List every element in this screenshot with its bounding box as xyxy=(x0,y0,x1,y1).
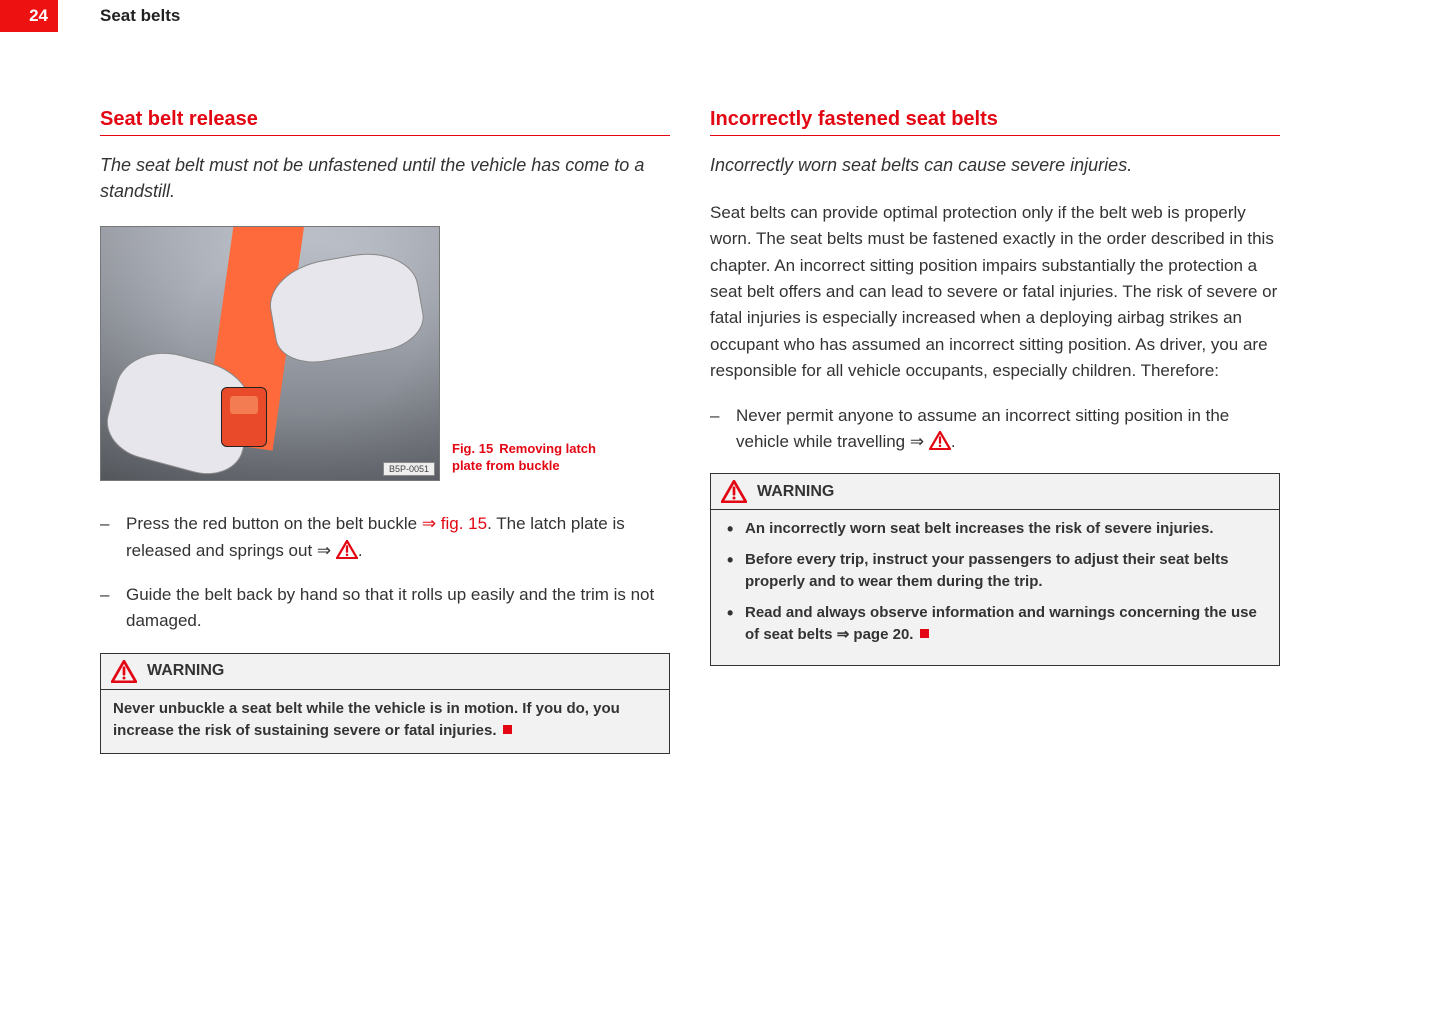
warning-icon xyxy=(336,540,358,559)
figure-caption-num: Fig. 15 xyxy=(452,441,493,456)
warning-box-left: WARNING Never unbuckle a seat belt while… xyxy=(100,653,670,754)
bullet-tail: . xyxy=(951,432,956,451)
warning-icon xyxy=(111,660,137,683)
step-text: Press the red button on the belt buckle xyxy=(126,514,422,533)
warning-body: Never unbuckle a seat belt while the veh… xyxy=(101,690,669,753)
warning-item: Read and always observe information and … xyxy=(723,602,1267,647)
list-item: Press the red button on the belt buckle … xyxy=(100,511,670,564)
warning-box-right: WARNING An incorrectly worn seat belt in… xyxy=(710,473,1280,666)
warning-item-text: Read and always observe information and … xyxy=(745,604,1257,644)
body-paragraph: Seat belts can provide optimal protectio… xyxy=(710,200,1280,384)
page-number: 24 xyxy=(0,0,58,32)
warning-label: WARNING xyxy=(757,483,834,501)
warning-header: WARNING xyxy=(711,474,1279,510)
warning-text: Never unbuckle a seat belt while the veh… xyxy=(113,700,620,740)
warning-icon xyxy=(721,480,747,503)
figure-badge: B5P-0051 xyxy=(383,462,435,476)
warning-icon xyxy=(929,431,951,450)
fig-ref: ⇒ fig. 15 xyxy=(422,514,487,533)
content-columns: Seat belt release The seat belt must not… xyxy=(100,108,1405,754)
figure-block: B5P-0051 Fig. 15Removing latch plate fro… xyxy=(100,226,670,481)
release-steps: Press the red button on the belt buckle … xyxy=(100,511,670,634)
section-title-incorrect: Incorrectly fastened seat belts xyxy=(710,108,1280,136)
right-column: Incorrectly fastened seat belts Incorrec… xyxy=(710,108,1280,754)
warning-body: An incorrectly worn seat belt increases … xyxy=(711,510,1279,665)
chapter-title: Seat belts xyxy=(100,6,180,26)
section-title-release: Seat belt release xyxy=(100,108,670,136)
list-item: Guide the belt back by hand so that it r… xyxy=(100,582,670,635)
warning-header: WARNING xyxy=(101,654,669,690)
step-text: . xyxy=(358,541,363,560)
bullet-text: Never permit anyone to assume an incorre… xyxy=(736,406,1229,451)
warning-item: An incorrectly worn seat belt increases … xyxy=(723,518,1267,541)
incorrect-bullets: Never permit anyone to assume an incorre… xyxy=(710,403,1280,456)
warning-label: WARNING xyxy=(147,662,224,680)
figure-illustration: B5P-0051 xyxy=(100,226,440,481)
end-mark-icon xyxy=(503,725,512,734)
left-column: Seat belt release The seat belt must not… xyxy=(100,108,670,754)
page-header: 24 Seat belts xyxy=(0,0,1445,32)
figure-caption: Fig. 15Removing latch plate from buckle xyxy=(452,441,622,481)
step-text: Guide the belt back by hand so that it r… xyxy=(126,585,654,630)
list-item: Never permit anyone to assume an incorre… xyxy=(710,403,1280,456)
intro-release: The seat belt must not be unfastened unt… xyxy=(100,152,670,204)
intro-incorrect: Incorrectly worn seat belts can cause se… xyxy=(710,152,1280,178)
end-mark-icon xyxy=(920,629,929,638)
warning-item: Before every trip, instruct your passeng… xyxy=(723,549,1267,594)
